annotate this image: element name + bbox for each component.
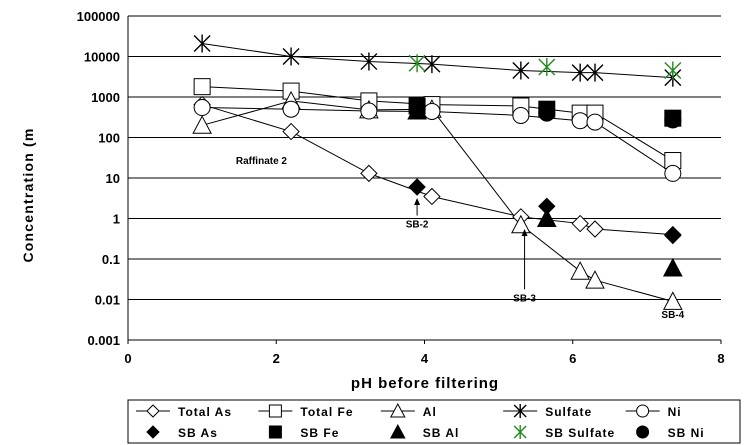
point-sulfate <box>193 34 211 53</box>
point-total-as <box>360 164 378 183</box>
x-tick-label: 2 <box>273 351 280 366</box>
point-total-fe <box>193 78 211 96</box>
annotation-sb-3: SB-3 <box>513 293 536 304</box>
annotation-arrowhead-sb-2 <box>414 198 421 206</box>
point-total-as <box>571 214 589 233</box>
x-tick-label: 0 <box>124 351 131 366</box>
point-sulfate <box>586 63 604 82</box>
legend-marker-total-fe <box>268 404 282 418</box>
legend-label-sb-ni: SB Ni <box>668 426 705 440</box>
legend-marker-sb-fe <box>268 425 282 439</box>
series-lines <box>201 42 674 302</box>
series-line-sulfate <box>202 42 673 79</box>
point-ni <box>360 102 378 120</box>
point-sulfate <box>360 52 378 71</box>
legend-marker-ni <box>636 404 650 418</box>
legend-marker-total-as <box>146 404 160 418</box>
point-ni <box>586 113 604 131</box>
point-ni <box>571 112 589 130</box>
point-ni <box>512 106 530 124</box>
series-markers <box>192 34 683 310</box>
annotation-sb-2: SB-2 <box>406 219 429 230</box>
point-total-as <box>586 220 604 238</box>
point-sb-as <box>664 226 682 245</box>
y-tick-label: 100 <box>98 131 120 146</box>
point-sb-ni <box>408 101 426 119</box>
grid-lines <box>128 15 721 300</box>
point-al <box>662 291 683 310</box>
series-line-al <box>201 100 673 302</box>
legend-marker-sulfate <box>513 404 527 418</box>
y-axis-label: Concentration (m <box>20 127 36 262</box>
x-tick-label: 6 <box>569 351 576 366</box>
tick-labels: 0.001 0.01 0.1 1 10 100 1000 10000 100000 0 2 4 6 8 <box>77 9 725 366</box>
legend-label-sb-sulfate: SB Sulfate <box>545 426 615 440</box>
legend-label-ni: Ni <box>668 405 682 419</box>
point-ni <box>282 100 300 118</box>
legend-label-sb-al: SB Al <box>423 426 460 440</box>
point-sb-ni <box>664 111 682 129</box>
annotation-sb-4: SB-4 <box>661 310 684 321</box>
point-total-as <box>423 187 441 206</box>
y-tick-label: 0.1 <box>102 252 120 267</box>
point-sb-sulfate <box>538 58 556 77</box>
legend-marker-sb-as <box>146 425 160 439</box>
legend-label-sb-as: SB As <box>178 426 218 440</box>
legend-label-total-as: Total As <box>178 405 232 419</box>
legend: Total As Total Fe Al Sulfate Ni SB As SB Fe SB … <box>127 399 741 444</box>
x-axis-label: pH before filtering <box>351 375 499 392</box>
x-tick-label: 8 <box>717 351 724 366</box>
point-sb-ni <box>538 104 556 122</box>
point-sulfate <box>423 55 441 74</box>
legend-marker-sb-sulfate <box>513 425 527 439</box>
point-al <box>192 115 212 134</box>
legend-marker-sb-ni <box>636 425 650 439</box>
point-sb-al <box>536 208 557 227</box>
annotation-arrowhead-sb-3 <box>521 229 528 237</box>
legend-label-al: Al <box>423 405 437 419</box>
point-sb-sulfate <box>408 54 426 73</box>
point-total-as <box>282 122 300 141</box>
y-tick-label: 1 <box>113 212 120 227</box>
annotations: Raffinate 2 SB-2 SB-3 SB-4 <box>236 156 685 321</box>
point-sb-as <box>408 178 426 196</box>
legend-label-sb-fe: SB Fe <box>300 426 339 440</box>
y-tick-label: 100000 <box>77 9 120 24</box>
legend-label-sulfate: Sulfate <box>545 405 592 419</box>
y-tick-label: 1000 <box>91 90 120 105</box>
y-tick-label: 10 <box>106 171 120 186</box>
legend-marker-sb-al <box>389 423 406 439</box>
annotation-raffinate-2: Raffinate 2 <box>236 156 288 167</box>
axes <box>127 16 722 344</box>
point-sb-al <box>662 257 683 277</box>
point-al <box>570 261 590 280</box>
y-tick-label: 0.001 <box>87 333 120 348</box>
y-tick-label: 10000 <box>84 50 120 65</box>
x-tick-label: 4 <box>421 351 429 366</box>
point-al <box>511 214 531 234</box>
point-sulfate <box>512 61 530 80</box>
point-ni <box>423 102 441 120</box>
point-ni <box>193 99 211 117</box>
point-sb-sulfate <box>664 61 682 80</box>
point-sulfate <box>571 63 589 82</box>
legend-marker-al <box>389 402 406 418</box>
point-al <box>585 270 605 289</box>
legend-label-total-fe: Total Fe <box>300 405 353 419</box>
point-sulfate <box>282 47 300 66</box>
y-tick-label: 0.01 <box>95 293 120 308</box>
point-ni <box>664 164 682 182</box>
